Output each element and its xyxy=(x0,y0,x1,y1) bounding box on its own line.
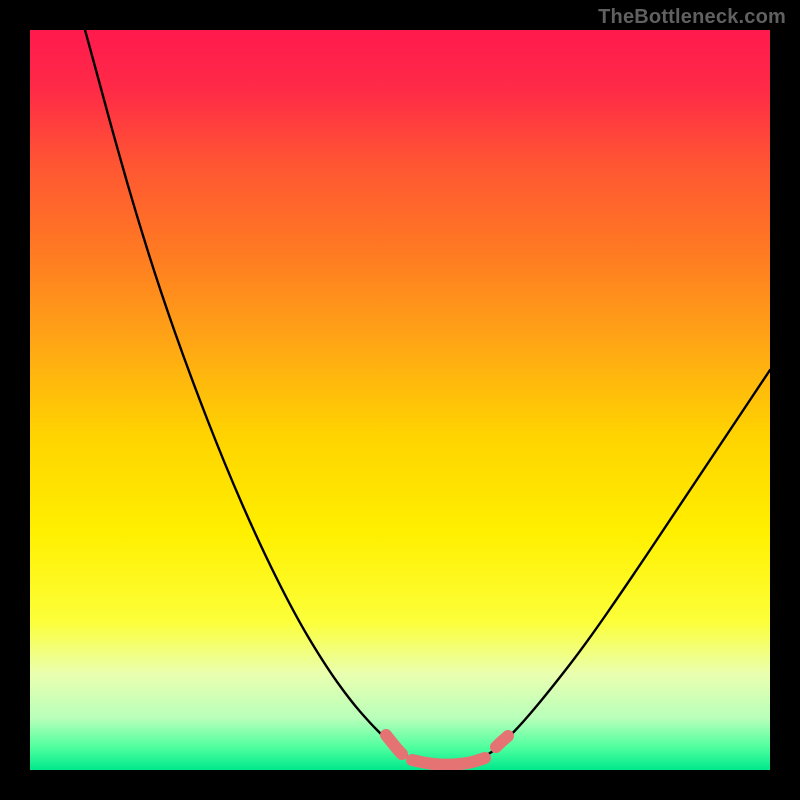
bottleneck-chart-svg xyxy=(30,30,770,770)
marker-segment xyxy=(496,736,508,747)
plot-area xyxy=(30,30,770,770)
watermark-text: TheBottleneck.com xyxy=(598,6,786,29)
chart-frame: TheBottleneck.com xyxy=(0,0,800,800)
gradient-background xyxy=(30,30,770,770)
marker-segment xyxy=(412,758,485,765)
